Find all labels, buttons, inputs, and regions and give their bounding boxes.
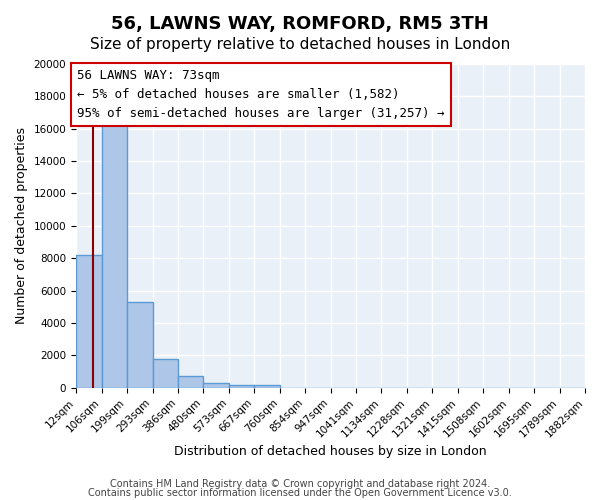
Text: 56 LAWNS WAY: 73sqm
← 5% of detached houses are smaller (1,582)
95% of semi-deta: 56 LAWNS WAY: 73sqm ← 5% of detached hou… [77, 69, 445, 120]
Bar [152, 358, 178, 388]
Bar [76, 255, 101, 388]
Bar [127, 302, 152, 388]
X-axis label: Distribution of detached houses by size in London: Distribution of detached houses by size … [174, 444, 487, 458]
Text: 56, LAWNS WAY, ROMFORD, RM5 3TH: 56, LAWNS WAY, ROMFORD, RM5 3TH [111, 15, 489, 33]
Bar [254, 386, 280, 388]
Text: Contains HM Land Registry data © Crown copyright and database right 2024.: Contains HM Land Registry data © Crown c… [110, 479, 490, 489]
Bar [229, 386, 254, 388]
Text: Contains public sector information licensed under the Open Government Licence v3: Contains public sector information licen… [88, 488, 512, 498]
Bar [178, 376, 203, 388]
Text: Size of property relative to detached houses in London: Size of property relative to detached ho… [90, 38, 510, 52]
Bar [101, 119, 127, 388]
Y-axis label: Number of detached properties: Number of detached properties [15, 128, 28, 324]
Bar [203, 383, 229, 388]
